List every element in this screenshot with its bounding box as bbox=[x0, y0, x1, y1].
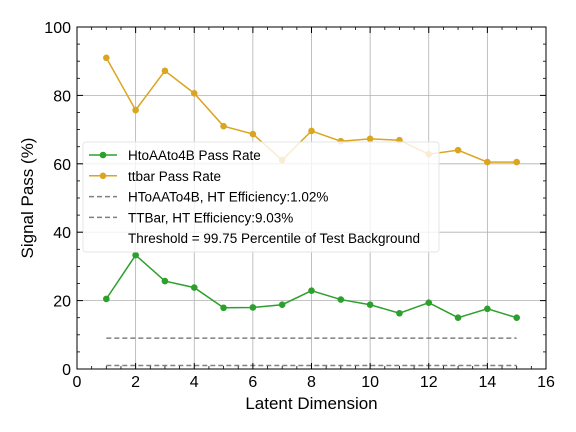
data-point bbox=[337, 296, 345, 303]
x-tick-label: 4 bbox=[190, 374, 199, 391]
x-tick-label: 14 bbox=[478, 374, 496, 391]
data-point bbox=[484, 158, 491, 166]
data-point bbox=[308, 287, 315, 294]
data-point bbox=[103, 54, 110, 62]
data-point bbox=[132, 106, 139, 114]
x-tick-label: 16 bbox=[537, 374, 555, 391]
data-series bbox=[103, 54, 520, 322]
data-point bbox=[484, 305, 491, 313]
data-point bbox=[190, 284, 198, 291]
legend-box bbox=[82, 141, 440, 253]
legend-marker bbox=[99, 151, 107, 159]
data-point bbox=[220, 304, 227, 312]
y-tick-label: 80 bbox=[53, 88, 71, 105]
data-point bbox=[366, 135, 374, 143]
data-point bbox=[425, 299, 433, 306]
data-point bbox=[249, 130, 257, 138]
data-point bbox=[278, 301, 286, 309]
reference-lines bbox=[106, 337, 517, 367]
x-tick-label: 6 bbox=[248, 374, 257, 391]
data-point bbox=[220, 122, 227, 130]
data-point bbox=[513, 158, 520, 166]
data-point bbox=[249, 304, 257, 311]
data-point bbox=[513, 314, 520, 322]
legend-label: Threshold = 99.75 Percentile of Test Bac… bbox=[128, 231, 420, 246]
y-tick-label: 100 bbox=[44, 20, 71, 37]
x-tick-label: 8 bbox=[307, 374, 316, 391]
data-point bbox=[396, 309, 403, 317]
data-point bbox=[161, 277, 169, 285]
x-axis-label: Latent Dimension bbox=[245, 394, 377, 413]
x-tick-label: 0 bbox=[73, 374, 82, 391]
legend: HtoAAto4B Pass Rate ttbar Pass Rate HToAAT… bbox=[82, 141, 440, 253]
data-point bbox=[161, 67, 169, 75]
data-point bbox=[103, 295, 110, 303]
legend-label: HToAATo4B, HT Efficiency:1.02% bbox=[128, 190, 328, 205]
y-tick-label: 40 bbox=[53, 225, 71, 242]
x-tick-label: 2 bbox=[131, 374, 140, 391]
legend-marker bbox=[99, 172, 107, 180]
axis-ticks: 0 2 4 6 8 10 12 14 16 0 20 40 60 80 100 bbox=[44, 20, 555, 391]
data-point bbox=[454, 314, 462, 322]
legend-label: ttbar Pass Rate bbox=[128, 169, 221, 184]
x-tick-label: 10 bbox=[361, 374, 379, 391]
x-tick-label: 12 bbox=[420, 374, 438, 391]
legend-label: HtoAAto4B Pass Rate bbox=[128, 148, 261, 163]
data-point bbox=[454, 146, 462, 154]
y-tick-label: 60 bbox=[53, 157, 71, 174]
data-point bbox=[132, 251, 139, 259]
data-point bbox=[308, 127, 315, 135]
y-tick-label: 20 bbox=[53, 294, 71, 311]
y-axis-label: Signal Pass (%) bbox=[18, 138, 37, 259]
data-point bbox=[366, 301, 374, 309]
y-tick-label: 0 bbox=[62, 362, 71, 379]
legend-label: TTBar, HT Efficiency:9.03% bbox=[128, 210, 293, 225]
data-point bbox=[190, 90, 198, 97]
